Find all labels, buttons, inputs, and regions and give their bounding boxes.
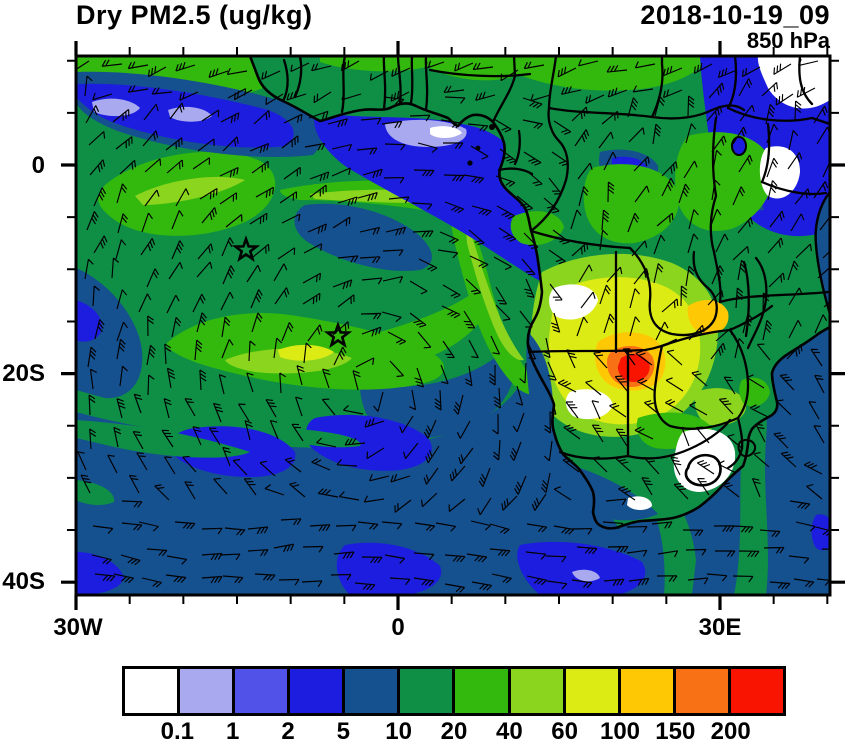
- plot-title: Dry PM2.5 (ug/kg): [76, 0, 313, 30]
- colorbar-label: 5: [336, 718, 351, 745]
- colorbar-cell: [620, 669, 676, 713]
- colorbar-label: 40: [495, 718, 523, 745]
- y-axis-label-0: 0: [31, 152, 45, 179]
- colorbar-label: 20: [440, 718, 468, 745]
- axis-ticks-major: [61, 41, 845, 610]
- colorbar-label: 150: [655, 718, 696, 745]
- colorbar-cell: [180, 669, 236, 713]
- x-axis-label-0: 0: [391, 614, 405, 641]
- colorbar-label: 200: [710, 718, 751, 745]
- colorbar-cell: [565, 669, 621, 713]
- colorbar-label: 2: [281, 718, 295, 745]
- colorbar: [122, 666, 786, 716]
- colorbar-label: 10: [385, 718, 413, 745]
- field-layers: [76, 56, 830, 595]
- map-plot: [61, 41, 845, 610]
- x-axis-label-30e: 30E: [698, 614, 742, 641]
- x-axis-label-30w: 30W: [53, 614, 103, 641]
- colorbar-cell: [345, 669, 401, 713]
- map-frame: [74, 54, 832, 597]
- colorbar-label: 100: [599, 718, 641, 745]
- wind-barbs: [76, 58, 830, 593]
- y-axis-label-40s: 40S: [2, 568, 45, 595]
- plot-datetime: 2018-10-19_09: [640, 0, 830, 30]
- pressure-level-label: 850 hPa: [746, 28, 830, 53]
- colorbar-cell: [235, 669, 291, 713]
- colorbar-label: 0.1: [160, 718, 195, 745]
- colorbar-cell: [510, 669, 566, 713]
- coastline-east: [814, 191, 830, 315]
- axis-ticks-minor: [67, 47, 839, 604]
- colorbar-cell: [675, 669, 731, 713]
- colorbar-label: 60: [551, 718, 579, 745]
- star-markers: [231, 235, 353, 349]
- colorbar-cell: [455, 669, 511, 713]
- y-axis-label-20s: 20S: [2, 360, 45, 387]
- colorbar-cell: [290, 669, 346, 713]
- colorbar-cell: [730, 669, 783, 713]
- colorbar-cell: [400, 669, 456, 713]
- colorbar-label: 1: [225, 718, 240, 745]
- colorbar-cell: [125, 669, 181, 713]
